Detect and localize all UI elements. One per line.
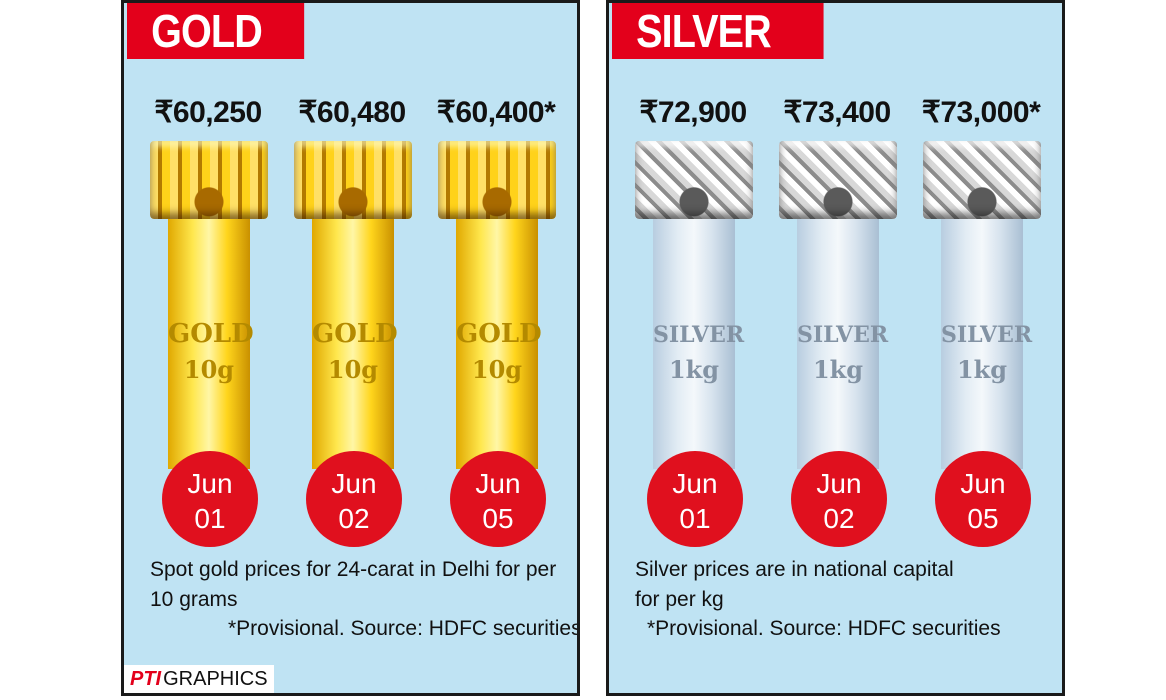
strip-weight-label: 1kg (812, 355, 864, 384)
gold-ornament-image (294, 141, 412, 219)
silver-ornament-image (923, 141, 1041, 219)
strip-weight-label: 1kg (956, 355, 1008, 384)
date-month: Jun (475, 468, 521, 499)
date-badge: Jun 01 (162, 451, 258, 547)
gold-price: ₹60,400* (436, 96, 556, 129)
strip-weight-label: 10g (471, 355, 523, 384)
date-day: 01 (194, 503, 226, 534)
silver-price: ₹73,000* (921, 96, 1041, 129)
silver-title: SILVER (612, 3, 824, 59)
gold-ornament-image (150, 141, 268, 219)
strip-metal-label: GOLD (312, 319, 398, 349)
date-month: Jun (672, 468, 718, 499)
pti-graphics-credit: PTI GRAPHICS (124, 665, 274, 693)
gold-note: Spot gold prices for 24-carat in Delhi f… (150, 558, 557, 611)
gold-price: ₹60,480 (298, 96, 406, 129)
gold-panel: GOLD ₹60,250 GOLD 10g Jun 01 ₹60,480 GOL… (121, 0, 580, 696)
silver-panel: SILVER ₹72,900 SILVER 1kg Jun 01 ₹73,400… (606, 0, 1065, 696)
silver-price: ₹73,400 (783, 96, 891, 129)
silver-strip: SILVER 1kg (797, 219, 889, 469)
silver-bar-jun-01: ₹72,900 SILVER 1kg Jun 01 (623, 95, 763, 547)
strip-metal-label: SILVER (941, 322, 1033, 348)
silver-price: ₹72,900 (639, 96, 747, 129)
gold-bar-jun-05: ₹60,400* GOLD 10g Jun 05 (426, 95, 566, 547)
silver-strip: SILVER 1kg (941, 219, 1033, 469)
gold-price: ₹60,250 (154, 96, 262, 129)
strip-metal-label: GOLD (456, 319, 542, 349)
gold-strip: GOLD 10g (168, 219, 254, 469)
date-badge: Jun 05 (935, 451, 1031, 547)
silver-note-line-1: Silver prices are in national capital (635, 558, 954, 581)
gold-bars: ₹60,250 GOLD 10g Jun 01 ₹60,480 GOLD 10g… (124, 95, 577, 547)
date-badge: Jun 01 (647, 451, 743, 547)
gold-strip: GOLD 10g (456, 219, 542, 469)
strip-metal-label: SILVER (653, 322, 745, 348)
silver-ornament-image (635, 141, 753, 219)
date-badge: Jun 05 (450, 451, 546, 547)
date-month: Jun (331, 468, 377, 499)
date-badge: Jun 02 (306, 451, 402, 547)
silver-source: *Provisional. Source: HDFC securities (647, 617, 1001, 640)
silver-ornament-image (779, 141, 897, 219)
date-day: 02 (823, 503, 855, 534)
date-month: Jun (816, 468, 862, 499)
strip-weight-label: 1kg (668, 355, 720, 384)
pti-logo: PTI (130, 668, 162, 690)
date-day: 05 (967, 503, 999, 534)
credit-label: GRAPHICS (163, 668, 268, 690)
gold-bar-jun-02: ₹60,480 GOLD 10g Jun 02 (282, 95, 422, 547)
date-day: 05 (482, 503, 514, 534)
silver-note: Silver prices are in national capital fo… (635, 555, 1055, 615)
date-day: 01 (679, 503, 711, 534)
silver-bar-jun-05: ₹73,000* SILVER 1kg Jun 05 (911, 95, 1051, 547)
date-day: 02 (338, 503, 370, 534)
gold-ornament-image (438, 141, 556, 219)
date-badge: Jun 02 (791, 451, 887, 547)
strip-weight-label: 10g (183, 355, 235, 384)
strip-metal-label: GOLD (168, 319, 254, 349)
date-month: Jun (187, 468, 233, 499)
gold-source: *Provisional. Source: HDFC securities (228, 617, 580, 640)
gold-strip: GOLD 10g (312, 219, 398, 469)
silver-bar-jun-02: ₹73,400 SILVER 1kg Jun 02 (767, 95, 907, 547)
gold-title: GOLD (127, 3, 305, 59)
silver-strip: SILVER 1kg (653, 219, 745, 469)
gold-bar-jun-01: ₹60,250 GOLD 10g Jun 01 (138, 95, 278, 547)
strip-weight-label: 10g (327, 355, 379, 384)
silver-bars: ₹72,900 SILVER 1kg Jun 01 ₹73,400 SILVER… (609, 95, 1062, 547)
strip-metal-label: SILVER (797, 322, 889, 348)
date-month: Jun (960, 468, 1006, 499)
silver-note-line-2: for per kg (635, 588, 724, 611)
